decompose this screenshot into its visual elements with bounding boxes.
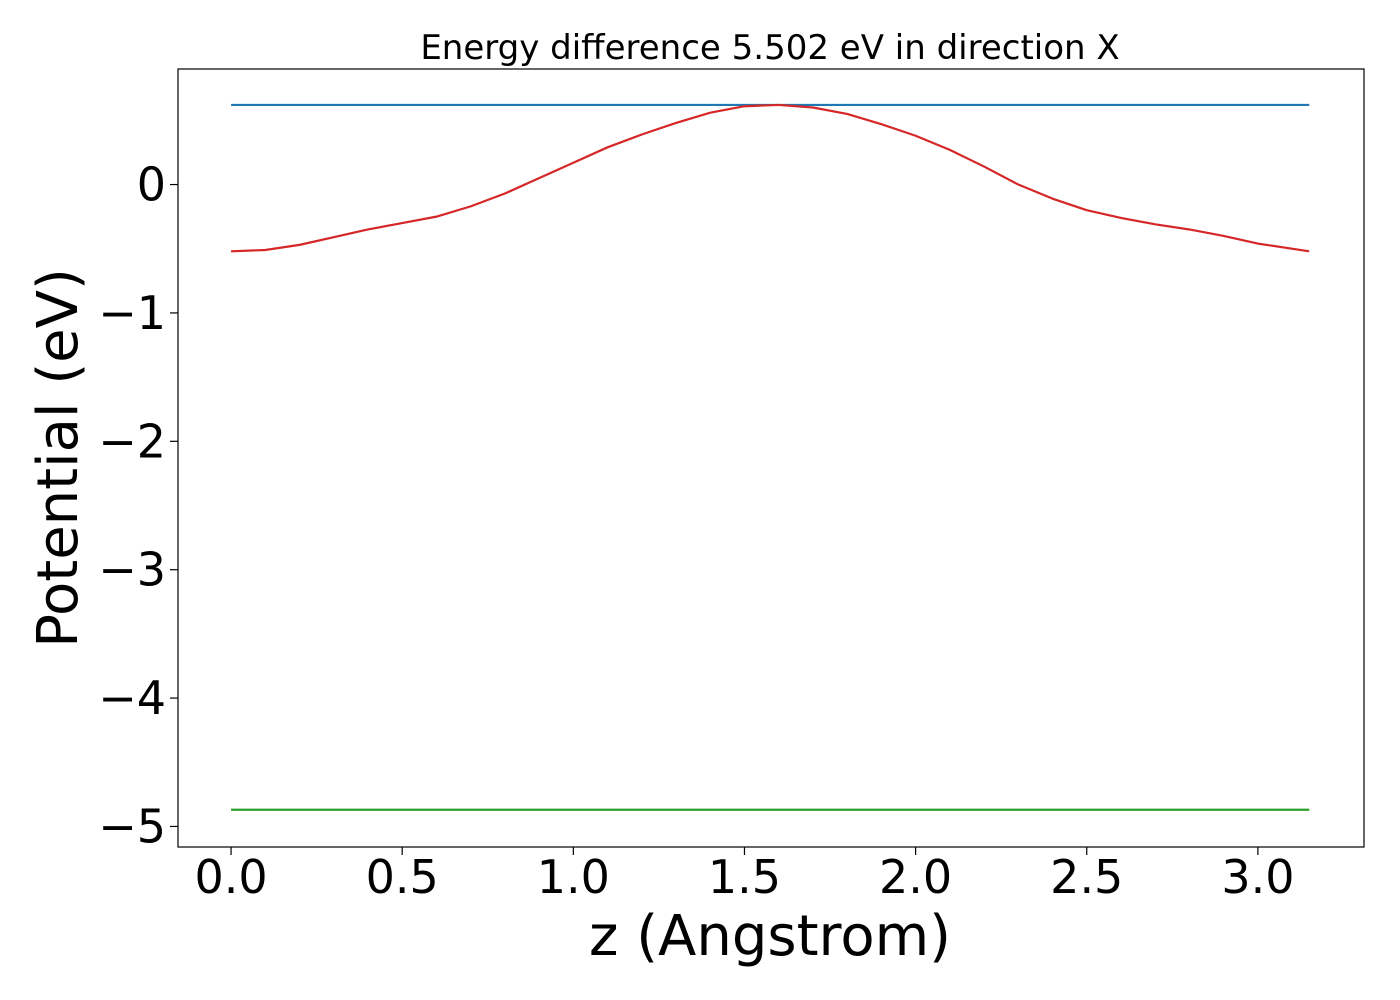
x-tick-label: 0.5	[366, 850, 439, 904]
plot-area	[231, 103, 1310, 811]
plot-frame	[177, 68, 1365, 848]
y-tick-label: −2	[98, 414, 166, 468]
series-line-2	[231, 103, 1310, 253]
x-tick-label: 1.5	[708, 850, 781, 904]
y-tick-label: 0	[137, 158, 166, 212]
x-tick-label: 3.0	[1221, 850, 1294, 904]
chart-title: Energy difference 5.502 eV in direction …	[420, 28, 1119, 68]
x-tick-label: 0.0	[194, 850, 267, 904]
y-tick-label: −5	[98, 799, 166, 853]
x-axis-label: z (Angstrom)	[589, 904, 951, 969]
x-tick-label: 2.0	[879, 850, 952, 904]
y-tick-label: −1	[98, 286, 166, 340]
x-tick-label: 1.0	[537, 850, 610, 904]
y-tick-label: −4	[98, 671, 166, 725]
y-axis-ticks: 0 −1 −2 −3 −4 −5	[98, 158, 178, 853]
y-axis-label: Potential (eV)	[26, 268, 91, 648]
x-axis-ticks: 0.0 0.5 1.0 1.5 2.0 2.5 3.0	[194, 847, 1294, 904]
x-tick-label: 2.5	[1050, 850, 1123, 904]
y-tick-label: −3	[98, 543, 166, 597]
